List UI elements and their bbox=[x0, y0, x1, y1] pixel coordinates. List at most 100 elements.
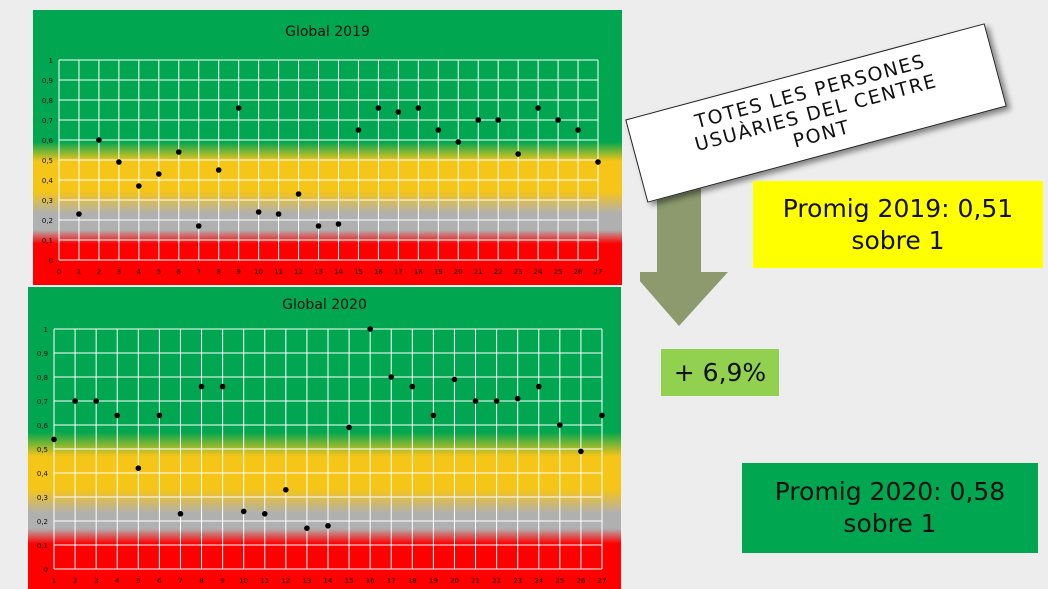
data-point bbox=[367, 326, 373, 332]
y-tick-label: 1 bbox=[44, 326, 48, 334]
data-point bbox=[555, 117, 561, 123]
x-tick-label: 15 bbox=[345, 577, 354, 585]
x-tick-label: 19 bbox=[434, 268, 443, 276]
y-tick-label: 0,8 bbox=[42, 97, 53, 105]
average-2019-box: Promig 2019: 0,51 sobre 1 bbox=[753, 181, 1043, 268]
data-point bbox=[535, 105, 541, 111]
average-2019-line-2: sobre 1 bbox=[851, 225, 945, 255]
data-point bbox=[219, 383, 226, 390]
x-tick-label: 24 bbox=[534, 577, 543, 585]
data-point bbox=[51, 436, 57, 443]
data-point bbox=[430, 412, 437, 419]
data-point bbox=[96, 137, 102, 143]
x-tick-label: 8 bbox=[199, 577, 203, 585]
data-point bbox=[375, 105, 382, 111]
data-point bbox=[72, 398, 78, 404]
y-tick-label: 0,2 bbox=[37, 518, 48, 526]
data-point bbox=[535, 383, 542, 390]
y-tick-label: 0,5 bbox=[42, 157, 53, 165]
data-point bbox=[557, 422, 563, 428]
x-tick-label: 0 bbox=[57, 268, 61, 276]
data-point bbox=[93, 398, 99, 404]
x-tick-label: 9 bbox=[220, 577, 224, 585]
data-point bbox=[135, 465, 142, 471]
data-point bbox=[495, 117, 501, 123]
chart-background bbox=[28, 287, 621, 589]
chart-title: Global 2019 bbox=[285, 24, 370, 40]
data-point bbox=[240, 508, 247, 515]
y-tick-label: 0,1 bbox=[42, 237, 53, 245]
y-tick-label: 0,9 bbox=[42, 77, 53, 85]
data-point bbox=[335, 221, 342, 227]
data-point bbox=[415, 105, 422, 111]
data-point bbox=[451, 376, 458, 383]
x-tick-label: 16 bbox=[366, 577, 375, 585]
x-tick-label: 22 bbox=[492, 577, 501, 585]
x-tick-label: 14 bbox=[324, 577, 333, 585]
x-tick-label: 26 bbox=[574, 268, 583, 276]
data-point bbox=[409, 383, 416, 390]
data-point bbox=[578, 448, 584, 455]
data-point bbox=[177, 511, 184, 517]
x-tick-label: 7 bbox=[178, 577, 182, 585]
data-point bbox=[76, 211, 82, 217]
data-point bbox=[198, 383, 205, 390]
x-tick-label: 5 bbox=[157, 268, 161, 276]
x-tick-label: 15 bbox=[354, 268, 363, 276]
data-point bbox=[195, 223, 202, 229]
x-tick-label: 11 bbox=[260, 577, 269, 585]
y-tick-label: 0 bbox=[44, 566, 48, 574]
y-tick-label: 0,3 bbox=[37, 494, 48, 502]
data-point bbox=[595, 159, 601, 165]
y-tick-label: 0 bbox=[49, 257, 53, 265]
y-tick-label: 0,2 bbox=[42, 217, 53, 225]
x-tick-label: 9 bbox=[236, 268, 240, 276]
x-tick-label: 16 bbox=[374, 268, 383, 276]
chart-title: Global 2020 bbox=[282, 297, 367, 313]
data-point bbox=[315, 223, 322, 229]
y-tick-label: 0,3 bbox=[42, 197, 53, 205]
data-point bbox=[346, 424, 352, 431]
data-point bbox=[255, 209, 262, 215]
y-tick-label: 0,8 bbox=[37, 374, 48, 382]
data-points bbox=[76, 105, 601, 229]
x-tick-label: 19 bbox=[429, 577, 438, 585]
data-point bbox=[156, 412, 163, 419]
x-tick-label: 10 bbox=[254, 268, 263, 276]
data-point bbox=[475, 117, 482, 123]
x-tick-label: 23 bbox=[513, 577, 522, 585]
title-ribbon: TOTES LES PERSONES USUÀRIES DEL CENTRE P… bbox=[625, 23, 1007, 203]
data-point bbox=[156, 171, 162, 177]
x-tick-label: 21 bbox=[471, 577, 480, 585]
x-tick-label: 2 bbox=[97, 268, 101, 276]
x-tick-label: 12 bbox=[294, 268, 303, 276]
x-tick-label: 7 bbox=[197, 268, 201, 276]
chart-2019-panel: Global 2019 0 0,1 0,2 0,3 0,4 0,5 0,6 0,7 0,8 0,9 1… bbox=[33, 10, 622, 285]
data-point bbox=[514, 395, 521, 402]
data-point bbox=[261, 511, 268, 517]
y-tick-label: 0,4 bbox=[37, 470, 49, 478]
x-tick-label: 4 bbox=[137, 268, 142, 276]
x-tick-label: 26 bbox=[576, 577, 585, 585]
y-tick-label: 0,5 bbox=[37, 446, 48, 454]
x-tick-label: 17 bbox=[387, 577, 396, 585]
x-tick-label: 1 bbox=[77, 268, 81, 276]
data-point bbox=[275, 211, 282, 217]
x-tick-label: 3 bbox=[117, 268, 121, 276]
x-tick-label: 5 bbox=[136, 577, 140, 585]
average-2020-line-2: sobre 1 bbox=[843, 509, 937, 538]
data-point bbox=[575, 127, 581, 133]
x-tick-label: 11 bbox=[274, 268, 283, 276]
y-tick-label: 0,6 bbox=[37, 422, 49, 430]
average-2020-line-1: Promig 2020: 0,58 bbox=[774, 477, 1006, 506]
x-tick-label: 25 bbox=[555, 577, 564, 585]
x-tick-label: 12 bbox=[281, 577, 290, 585]
data-point bbox=[175, 149, 182, 155]
data-point bbox=[116, 159, 122, 165]
data-point bbox=[215, 167, 222, 173]
x-tick-label: 22 bbox=[494, 268, 503, 276]
x-tick-label: 2 bbox=[73, 577, 77, 585]
data-points bbox=[51, 326, 605, 531]
x-tick-label: 21 bbox=[474, 268, 483, 276]
change-text: + 6,9% bbox=[673, 358, 767, 387]
